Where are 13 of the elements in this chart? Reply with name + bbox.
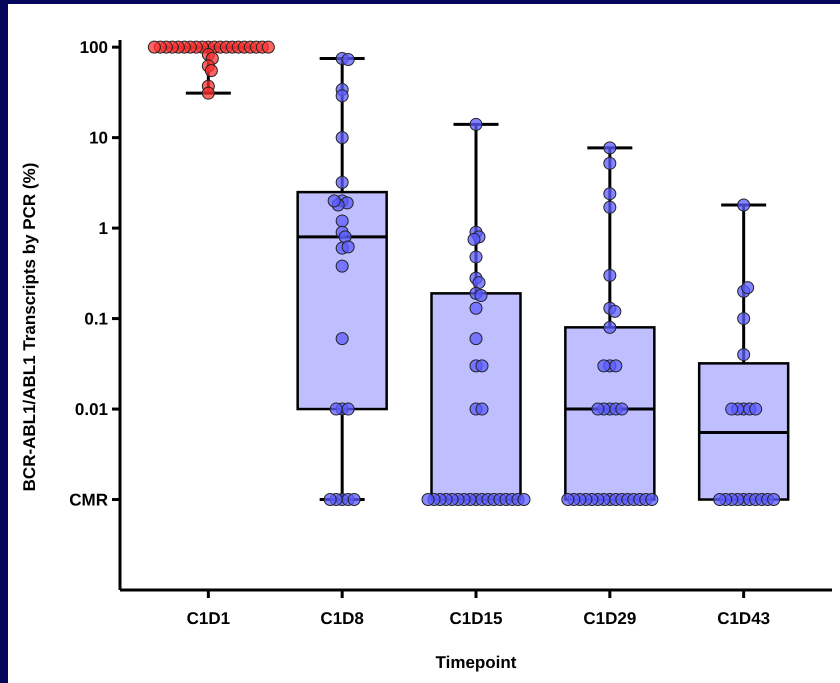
y-tick-label: 1	[98, 219, 108, 238]
y-tick-label: CMR	[69, 490, 108, 510]
x-tick-label: C1D15	[450, 609, 502, 628]
y-axis-title: BCR-ABL1/ABL1 Transcripts by PCR (%)	[20, 162, 39, 492]
x-tick-label: C1D8	[320, 609, 364, 628]
y-tick-label: 0.01	[74, 400, 108, 420]
y-tick-label: 10	[89, 128, 108, 148]
x-tick-label: C1D1	[186, 609, 230, 628]
y-tick-label: 0.1	[84, 310, 108, 329]
y-tick-label: 100	[80, 38, 108, 58]
x-tick-label: C1D29	[583, 609, 636, 628]
x-tick-label: C1D43	[717, 609, 770, 628]
x-axis-title: Timepoint	[436, 653, 517, 672]
